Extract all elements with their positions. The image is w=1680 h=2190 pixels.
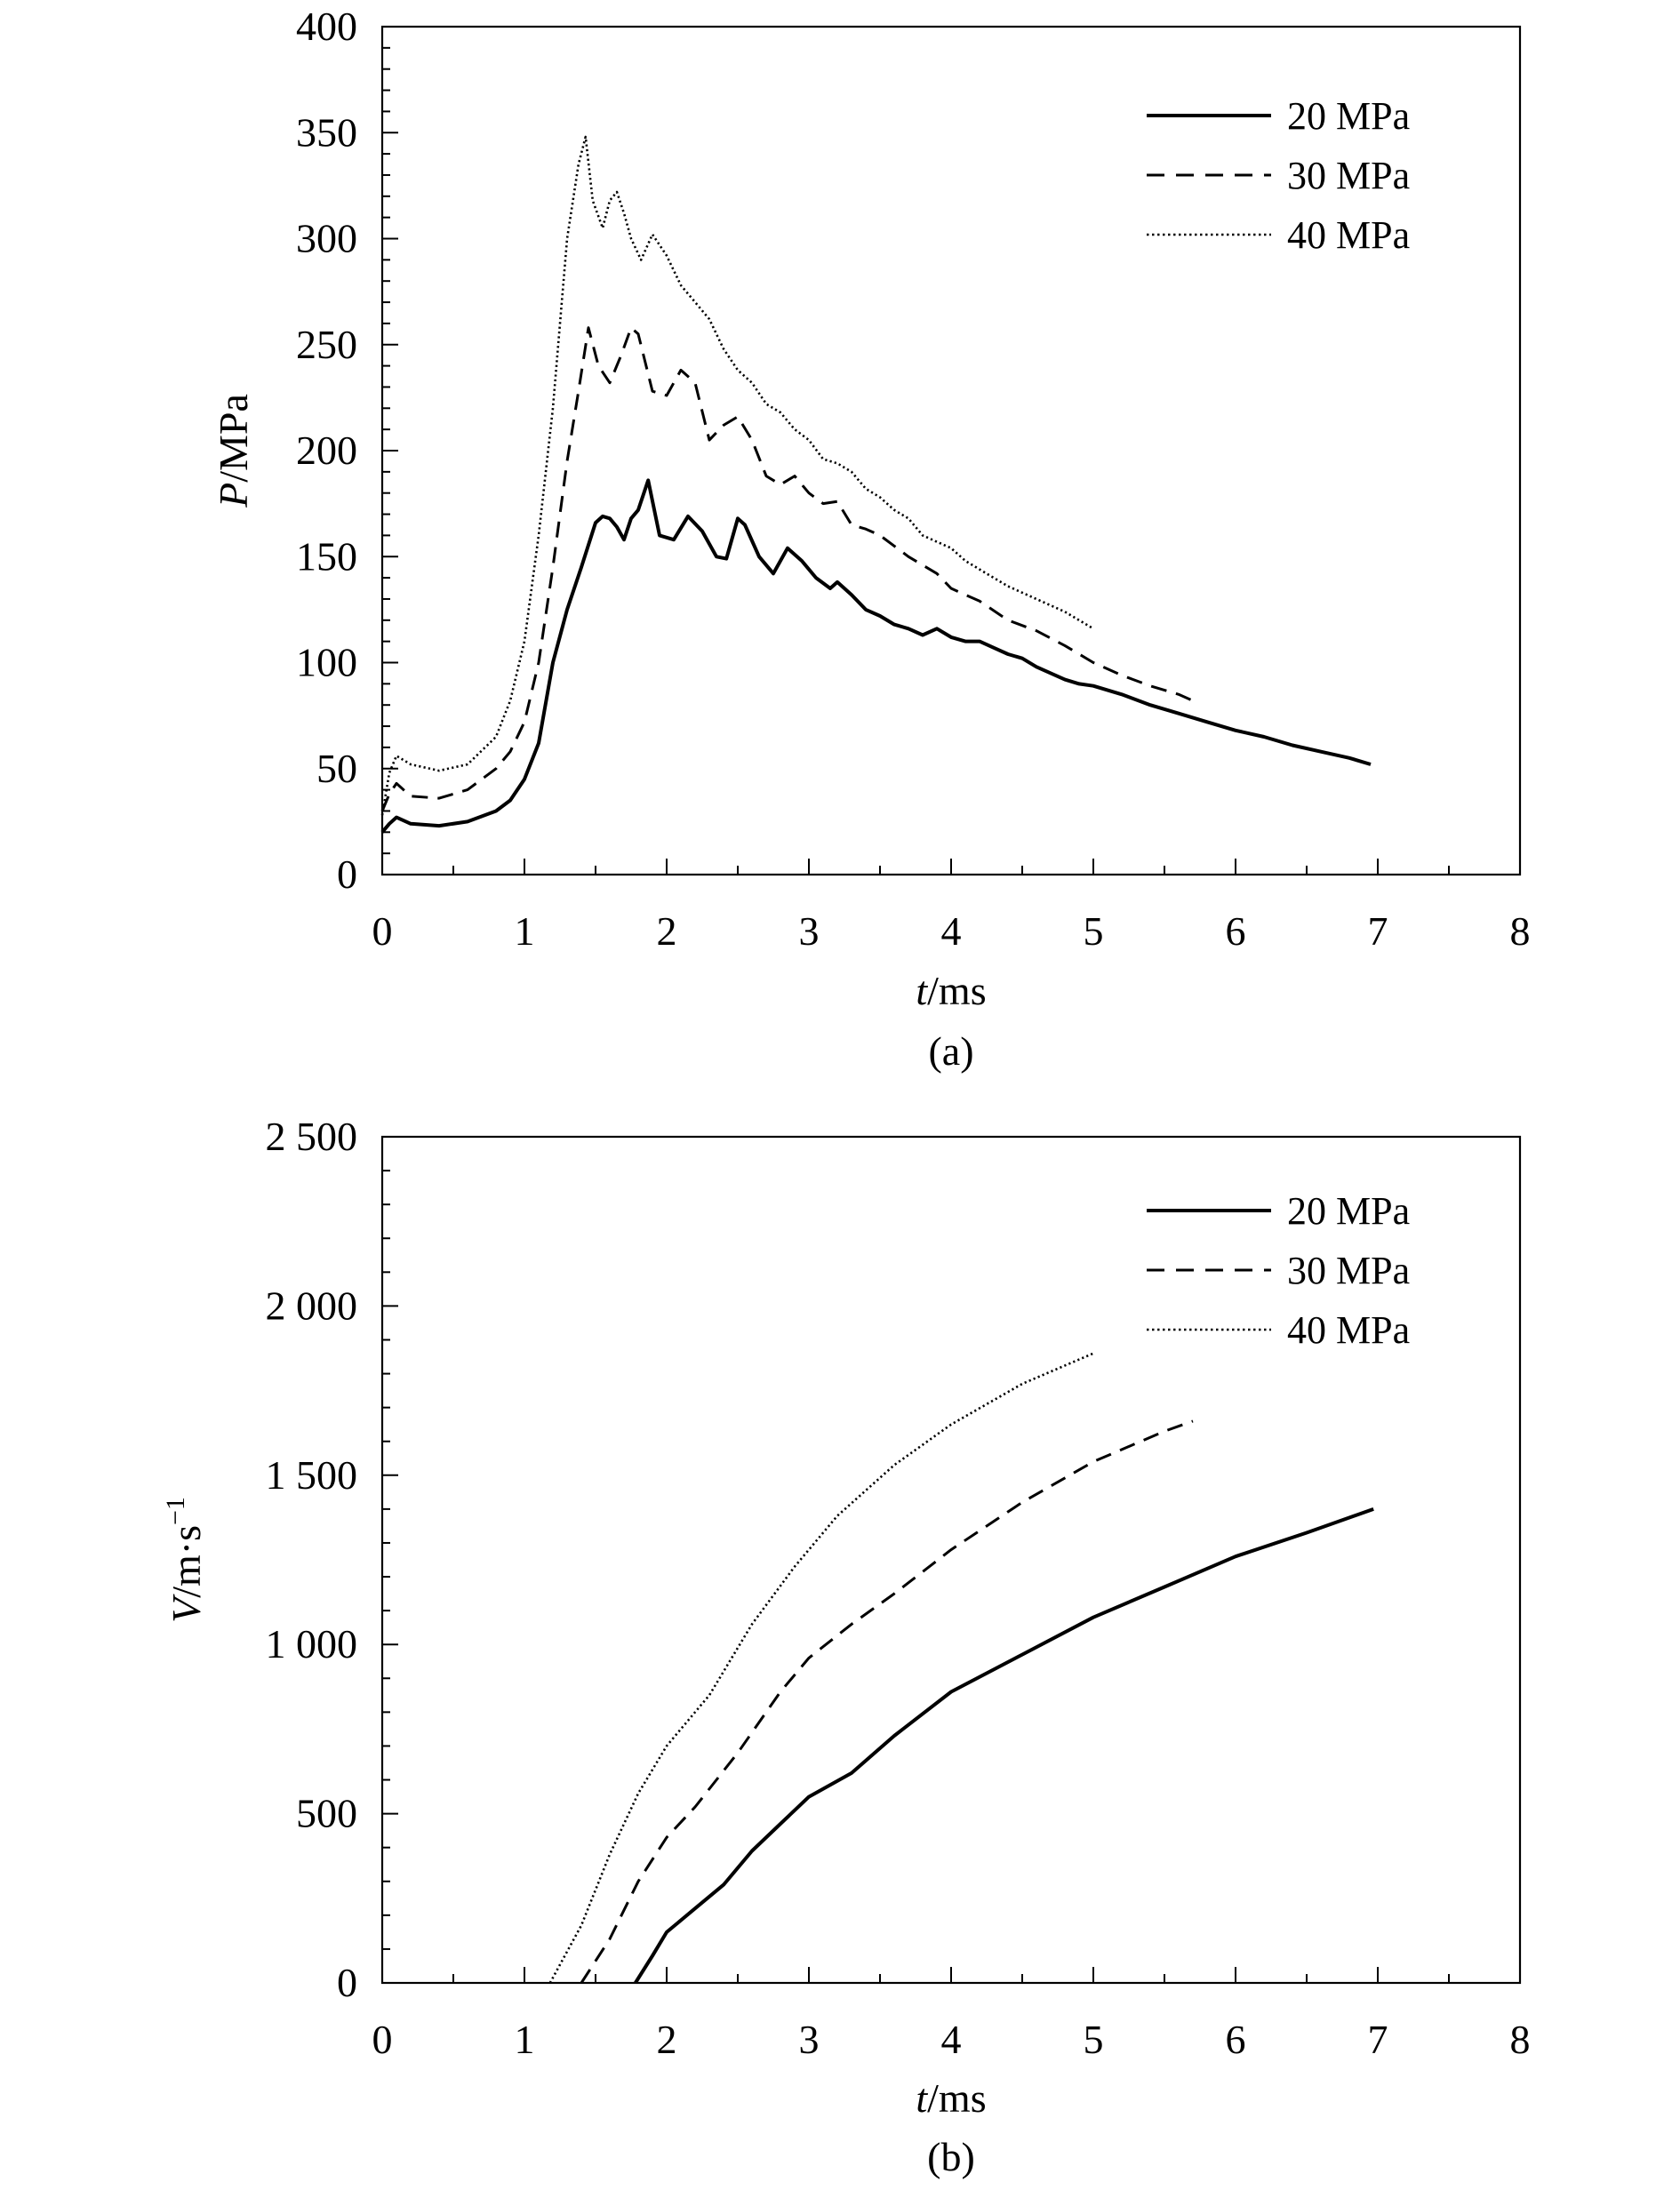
- y-tick-label: 0: [337, 851, 357, 897]
- y-tick-label: 1 500: [266, 1452, 358, 1498]
- y-axis-label: V/m·s−1: [161, 1497, 209, 1623]
- x-tick-label: 3: [799, 908, 820, 954]
- x-tick-label: 7: [1368, 2017, 1388, 2062]
- x-tick-label: 5: [1084, 2017, 1104, 2062]
- x-tick-label: 8: [1510, 908, 1531, 954]
- legend-label: 30 MPa: [1287, 1249, 1410, 1292]
- y-tick-label: 150: [296, 533, 357, 579]
- series-lines: [548, 1352, 1374, 1985]
- series-line-40-mpa: [548, 1352, 1094, 1984]
- y-tick-label: 300: [296, 216, 357, 261]
- y-tick-label: 200: [296, 428, 357, 473]
- x-tick-label: 5: [1084, 908, 1104, 954]
- y-tick-label: 500: [296, 1791, 357, 1836]
- series-line-30-mpa: [380, 326, 1194, 812]
- y-tick-labels: 0 500 1 000 1 500 2 000 2 500: [266, 1114, 358, 2005]
- x-tick-label: 2: [657, 2017, 677, 2062]
- x-tick-label: 4: [941, 908, 962, 954]
- y-tick-label: 100: [296, 640, 357, 685]
- x-tick-label: 0: [372, 2017, 393, 2062]
- y-tick-label: 250: [296, 322, 357, 367]
- x-tick-labels: 0 1 2 3 4 5 6 7 8: [372, 908, 1531, 954]
- series-line-40-mpa: [380, 135, 1094, 816]
- x-tick-label: 2: [657, 908, 677, 954]
- x-tick-label: 7: [1368, 908, 1388, 954]
- panel-label: (a): [928, 1028, 973, 1074]
- x-tick-label: 8: [1510, 2017, 1531, 2062]
- y-tick-label: 2 500: [266, 1114, 358, 1159]
- y-tick-label: 0: [337, 1960, 357, 2005]
- panel-b-velocity-chart: 0 1 2 3 4 5 6 7 8 0 500 1 000 1 500 2 000 2 500 V/m·s…: [161, 1114, 1531, 2179]
- y-tick-labels: 0 50 100 150 200 250 300 350 400: [296, 4, 357, 897]
- legend: 20 MPa 30 MPa 40 MPa: [1147, 1189, 1410, 1352]
- legend: 20 MPa 30 MPa 40 MPa: [1147, 94, 1410, 257]
- series-line-30-mpa: [580, 1419, 1194, 1984]
- x-tick-label: 6: [1226, 2017, 1246, 2062]
- series-line-20-mpa: [380, 478, 1372, 834]
- x-tick-label: 6: [1226, 908, 1246, 954]
- y-tick-label: 50: [316, 746, 357, 791]
- x-tick-labels: 0 1 2 3 4 5 6 7 8: [372, 2017, 1531, 2062]
- legend-label: 40 MPa: [1287, 213, 1410, 257]
- legend-label: 20 MPa: [1287, 1189, 1410, 1233]
- x-tick-label: 4: [941, 2017, 962, 2062]
- legend-label: 30 MPa: [1287, 154, 1410, 197]
- x-tick-label: 3: [799, 2017, 820, 2062]
- y-tick-label: 2 000: [266, 1283, 358, 1328]
- x-axis-label: t/ms: [916, 968, 986, 1013]
- y-axis-label: P/MPa: [211, 394, 256, 508]
- axis-ticks: [381, 1136, 1521, 1984]
- x-axis-label: t/ms: [916, 2075, 986, 2121]
- panel-a-pressure-chart: 0 1 2 3 4 5 6 7 8 0 50 100 150 200 250 300 350 400 P/MPa…: [211, 4, 1531, 1074]
- y-tick-label: 400: [296, 4, 357, 49]
- panel-label: (b): [927, 2134, 975, 2179]
- series-lines: [380, 135, 1372, 834]
- series-line-20-mpa: [634, 1507, 1374, 1985]
- x-tick-label: 1: [515, 2017, 535, 2062]
- legend-label: 20 MPa: [1287, 94, 1410, 138]
- x-tick-label: 1: [515, 908, 535, 954]
- y-tick-label: 350: [296, 109, 357, 155]
- legend-label: 40 MPa: [1287, 1308, 1410, 1352]
- x-tick-label: 0: [372, 908, 393, 954]
- y-tick-label: 1 000: [266, 1621, 358, 1666]
